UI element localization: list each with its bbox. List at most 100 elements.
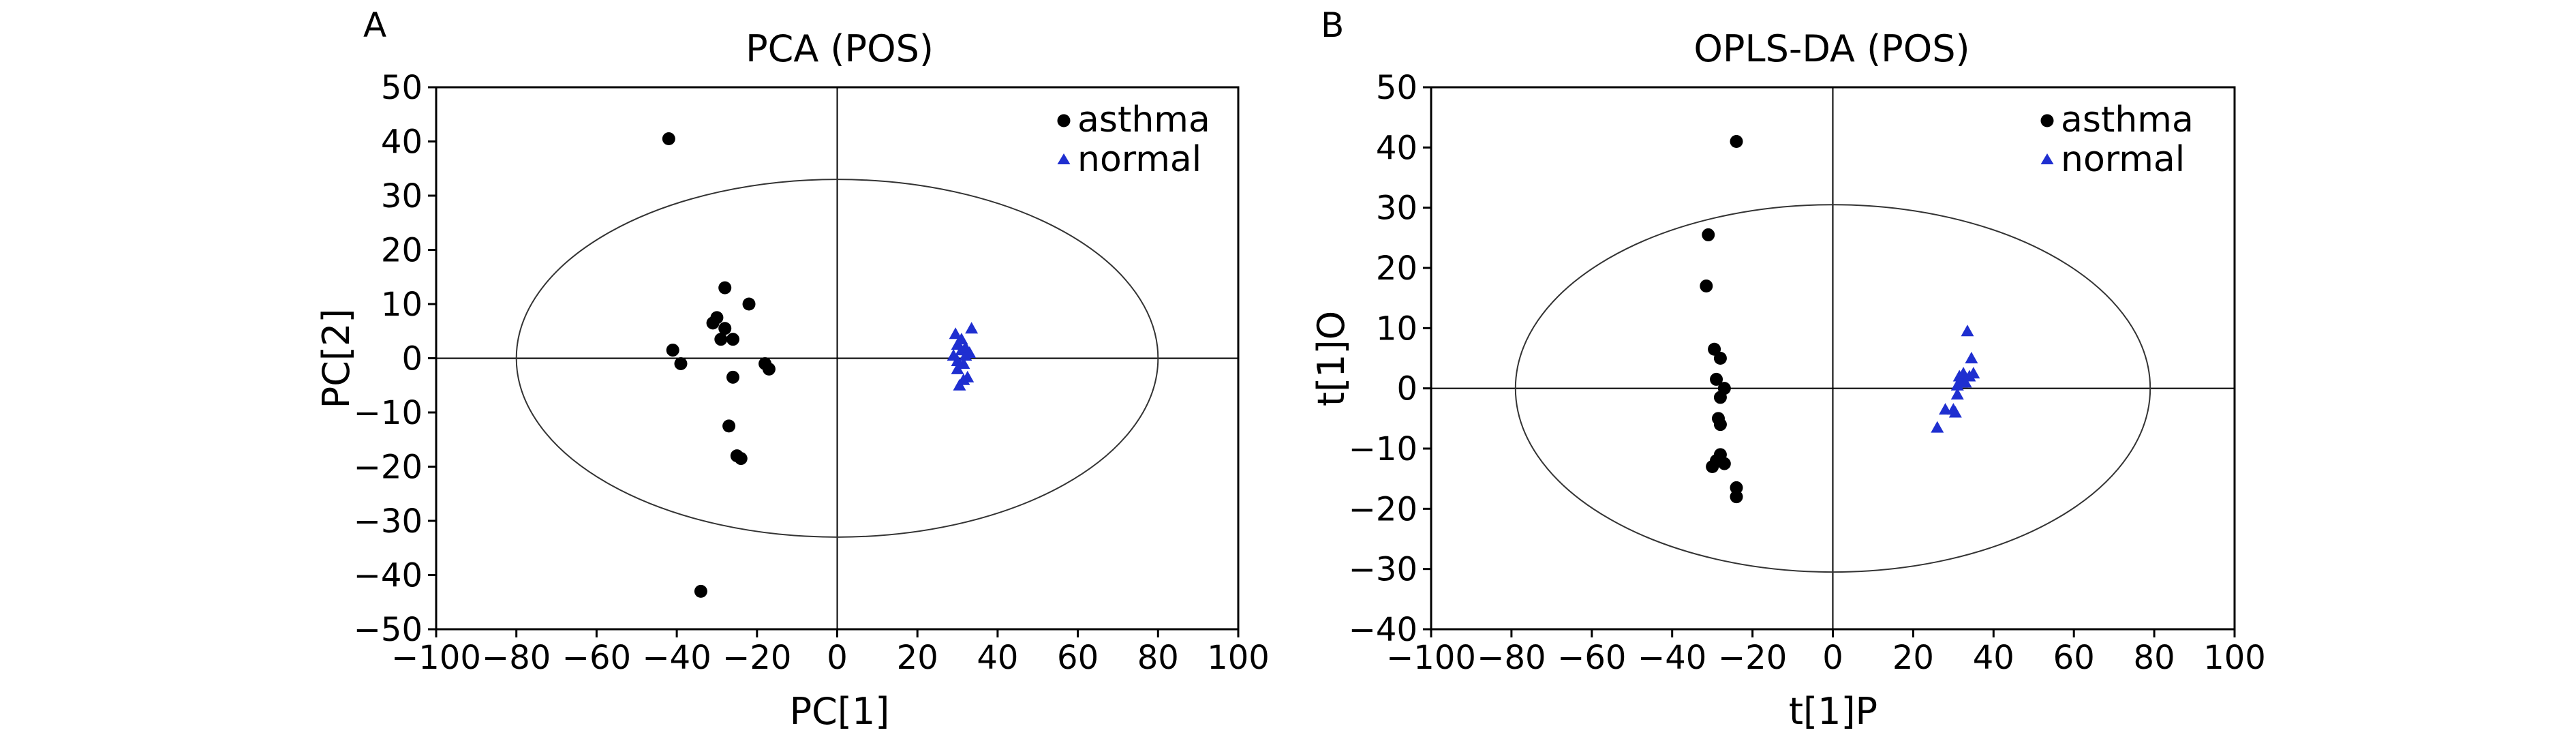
panel-a-y-tick-label: −30 xyxy=(354,502,423,541)
panel-b-confidence-ellipse xyxy=(1514,204,2151,573)
panel-b-title: OPLS-DA (POS) xyxy=(1693,27,1969,70)
panel-b-point-normal xyxy=(1931,421,1944,433)
panel-a-y-tick-label: −40 xyxy=(354,557,423,595)
panel-b-letter: B xyxy=(1321,5,1344,45)
panel-a: A PCA (POS) −100 −80 −60 −40 −20 0 20 40 60 80 100… xyxy=(315,5,1270,733)
panel-a-y-axis-title: PC[2] xyxy=(315,309,358,409)
panel-a-point-asthma xyxy=(726,370,739,384)
panel-a-point-asthma xyxy=(762,362,776,376)
panel-a-ticks: −100 −80 −60 −40 −20 0 20 40 60 80 100−50−40−30−20… xyxy=(354,69,1270,677)
panel-b-x-tick-label: −100 xyxy=(1386,639,1476,677)
panel-b-y-tick-label: 50 xyxy=(1376,69,1417,107)
panel-b-point-asthma xyxy=(1730,490,1743,504)
panel-b-y-tick-label: −40 xyxy=(1349,611,1417,649)
panel-a-point-asthma xyxy=(662,132,675,146)
panel-a-y-tick-label: 50 xyxy=(381,69,423,107)
panel-a-confidence-ellipse xyxy=(515,179,1159,538)
panel-a-legend-normal-label: normal xyxy=(1077,139,1201,180)
panel-a-x-axis-title: PC[1] xyxy=(790,690,890,733)
panel-b-axes xyxy=(1431,87,2235,629)
panel-b-y-tick-label: 40 xyxy=(1376,129,1417,167)
panel-b-y-tick-label: −10 xyxy=(1349,430,1417,468)
panel-a-y-tick-label: 10 xyxy=(381,286,423,324)
panel-b-y-axis-title: t[1]O xyxy=(1310,311,1353,406)
panel-b-legend-asthma-label: asthma xyxy=(2061,100,2194,140)
panel-a-point-normal xyxy=(963,346,977,359)
panel-b-point-asthma xyxy=(1713,352,1727,365)
panel-a-title: PCA (POS) xyxy=(746,27,934,70)
panel-a-axes xyxy=(436,87,1238,629)
panel-a-confidence-ellipse-group xyxy=(515,179,1159,538)
panel-a-y-tick-label: 0 xyxy=(401,340,423,378)
panel-b-point-asthma xyxy=(1713,391,1727,404)
panel-b-ticks: −100 −80 −60 −40 −20 0 20 40 60 80 100−40−30−20−10… xyxy=(1349,69,2266,677)
panel-b-point-asthma xyxy=(1700,280,1713,292)
panel-a-point-normal xyxy=(965,322,979,334)
panel-a-legend-asthma-label: asthma xyxy=(1077,100,1210,140)
panel-b-points xyxy=(1700,135,1980,504)
panel-b-point-normal xyxy=(1950,388,1964,399)
panel-b-x-tick-label: 80 xyxy=(2134,639,2175,677)
panel-b-x-tick-label: 20 xyxy=(1892,639,1934,677)
panel-a-x-tick-label: −60 xyxy=(562,639,631,677)
panel-b-point-normal xyxy=(1948,406,1962,418)
panel-b-point-normal xyxy=(1967,367,1980,379)
panel-b-x-tick-label: −20 xyxy=(1718,639,1787,677)
panel-a-point-normal xyxy=(951,354,964,366)
panel-b-legend: asthma normal xyxy=(2040,100,2194,180)
panel-b-x-tick-label: 60 xyxy=(2053,639,2095,677)
panel-b-point-asthma xyxy=(1730,481,1743,494)
panel-a-y-tick-label: −50 xyxy=(354,611,423,649)
panel-a-point-normal xyxy=(955,333,968,345)
panel-b-point-normal xyxy=(1959,376,1972,388)
panel-a-legend: asthma normal xyxy=(1057,100,1210,180)
panel-a-x-tick-label: 40 xyxy=(977,639,1018,677)
panel-b-point-normal xyxy=(1965,352,1978,363)
panel-a-point-asthma xyxy=(694,584,707,598)
panel-a-point-asthma xyxy=(666,344,679,357)
panel-b-x-tick-label: 0 xyxy=(1822,639,1843,677)
panel-a-point-asthma xyxy=(718,322,732,335)
panel-a-letter: A xyxy=(363,5,386,45)
panel-a-legend-normal-marker xyxy=(1057,153,1071,164)
panel-a-point-asthma xyxy=(714,333,728,346)
panel-b-x-tick-label: −60 xyxy=(1557,639,1626,677)
panel-a-x-tick-label: 20 xyxy=(897,639,938,677)
panel-b-legend-normal-label: normal xyxy=(2061,139,2185,180)
panel-b: B OPLS-DA (POS) −100 −80 −60 −40 −20 0 20 40 60 8… xyxy=(1310,5,2266,733)
panel-b-x-tick-label: −80 xyxy=(1477,639,1546,677)
panel-b-y-tick-label: −20 xyxy=(1349,490,1417,528)
panel-b-y-tick-label: −30 xyxy=(1349,551,1417,589)
panel-a-y-tick-label: 30 xyxy=(381,177,423,215)
panel-b-point-asthma xyxy=(1710,372,1723,386)
panel-a-point-asthma xyxy=(734,452,748,466)
panel-a-point-normal xyxy=(957,373,970,385)
panel-b-confidence-ellipse-group xyxy=(1514,204,2151,573)
panel-b-x-axis-title: t[1]P xyxy=(1789,690,1877,733)
panel-b-y-tick-label: 20 xyxy=(1376,250,1417,288)
panel-b-x-tick-label: 100 xyxy=(2203,639,2266,677)
panel-a-y-tick-label: 40 xyxy=(381,123,423,162)
panel-a-y-tick-label: −20 xyxy=(354,449,423,487)
panel-b-point-asthma xyxy=(1713,418,1727,432)
panel-b-point-asthma xyxy=(1730,135,1743,148)
panel-b-point-asthma xyxy=(1706,460,1719,473)
panel-a-points xyxy=(662,132,979,598)
panel-a-y-tick-label: −10 xyxy=(354,394,423,432)
panel-a-x-tick-label: 0 xyxy=(827,639,848,677)
panel-b-legend-normal-marker xyxy=(2040,153,2054,164)
panel-b-x-tick-label: 40 xyxy=(1973,639,2014,677)
panel-a-point-asthma xyxy=(722,419,736,433)
panel-a-x-tick-label: −40 xyxy=(642,639,711,677)
panel-a-point-asthma xyxy=(674,357,688,370)
panel-a-x-tick-label: 80 xyxy=(1137,639,1179,677)
panel-b-point-asthma xyxy=(1702,228,1715,241)
panel-a-point-normal xyxy=(949,327,962,340)
panel-b-point-normal xyxy=(1961,325,1974,337)
panel-a-legend-asthma-marker xyxy=(1057,114,1071,127)
panel-a-x-tick-label: 60 xyxy=(1057,639,1099,677)
panel-b-legend-asthma-marker xyxy=(2040,114,2054,127)
panel-a-point-asthma xyxy=(718,281,732,295)
panel-a-x-tick-label: −80 xyxy=(482,639,551,677)
